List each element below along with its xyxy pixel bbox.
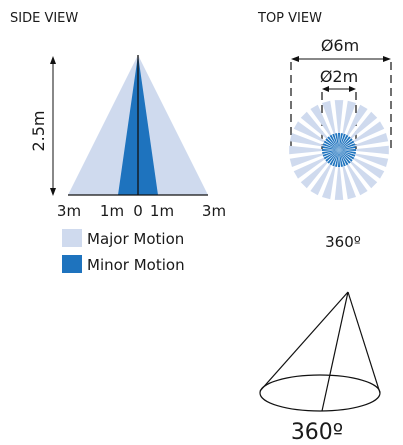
- outer-ray: [300, 160, 329, 189]
- outer-ray: [289, 133, 324, 147]
- outer-ray: [346, 104, 368, 137]
- inner-ray: [339, 146, 356, 150]
- inner-ray: [327, 150, 339, 164]
- top-view-angle-label: 360º: [325, 233, 361, 251]
- cone-right-edge: [347, 291, 381, 394]
- inner-ray: [339, 136, 351, 150]
- inner-ray: [323, 150, 339, 160]
- inner-ray: [339, 150, 351, 164]
- legend-label-minor: Minor Motion: [87, 256, 185, 274]
- inner-ray: [339, 150, 353, 162]
- inner-detection-rays: [322, 133, 356, 167]
- outer-ray: [346, 163, 368, 196]
- outer-diameter-label: Ø6m: [321, 36, 359, 55]
- cone-diagram: [259, 291, 381, 412]
- legend-label-major: Major Motion: [87, 230, 184, 248]
- tick-label-left-1m: 1m: [100, 202, 124, 220]
- outer-ray: [342, 100, 356, 135]
- height-label: 2.5m: [29, 110, 48, 151]
- inner-ray: [339, 134, 349, 150]
- inner-ray: [339, 140, 355, 150]
- inner-ray: [339, 150, 356, 157]
- inner-ray: [339, 150, 343, 167]
- inner-diameter-label: Ø2m: [320, 67, 358, 86]
- top-view: TOP VIEW Ø6m Ø2m 360º: [257, 11, 392, 251]
- inner-ray: [325, 138, 339, 150]
- outer-ray: [352, 157, 385, 179]
- outer-ray: [354, 145, 389, 155]
- outer-ray: [289, 145, 324, 155]
- inner-ray: [322, 150, 339, 154]
- inner-ray: [339, 150, 346, 167]
- outer-ray: [310, 104, 332, 137]
- outer-ray: [342, 165, 356, 200]
- inner-ray: [325, 150, 339, 162]
- cone-base-ellipse: [259, 374, 381, 412]
- inner-ray: [322, 148, 339, 152]
- inner-ray: [337, 150, 341, 167]
- inner-ray: [329, 134, 339, 150]
- outer-ray: [300, 111, 329, 140]
- cone-center-line: [321, 291, 349, 412]
- inner-ray: [322, 143, 339, 150]
- outer-ray: [349, 111, 378, 140]
- height-dimension-arrow: [50, 56, 56, 196]
- legend-swatch-minor: [62, 255, 82, 273]
- inner-ray: [322, 146, 339, 150]
- outer-ray: [354, 153, 389, 167]
- outer-ray: [334, 165, 344, 200]
- outer-ray: [352, 121, 385, 143]
- inner-ray: [332, 150, 339, 167]
- outer-ray: [334, 100, 344, 135]
- cone-angle-label: 360º: [291, 420, 343, 445]
- inner-ray: [339, 138, 353, 150]
- outer-ray: [310, 163, 332, 196]
- inner-ray: [339, 150, 355, 160]
- outer-ray: [349, 160, 378, 189]
- inner-diameter-arrow: [322, 86, 356, 92]
- inner-ray: [339, 143, 356, 150]
- outer-ray: [289, 153, 324, 167]
- tick-label-right-3m: 3m: [202, 202, 226, 220]
- outer-ray: [322, 165, 336, 200]
- inner-ray: [339, 150, 349, 166]
- side-view-title: SIDE VIEW: [10, 11, 78, 26]
- tick-label-left-3m: 3m: [57, 202, 81, 220]
- tick-label-zero: 0: [133, 202, 143, 220]
- outer-ray: [354, 133, 389, 147]
- inner-ray: [322, 150, 339, 157]
- inner-ray: [339, 133, 346, 150]
- legend-swatch-major: [62, 229, 82, 247]
- inner-ray: [339, 150, 356, 154]
- inner-ray: [323, 140, 339, 150]
- inner-ray: [335, 150, 339, 167]
- outer-diameter-arrow: [291, 56, 391, 62]
- legend: Major Motion Minor Motion: [62, 229, 185, 274]
- inner-ray: [339, 133, 343, 150]
- inner-ray: [329, 150, 339, 166]
- outer-ray: [293, 157, 326, 179]
- inner-ray: [339, 148, 356, 152]
- top-view-title: TOP VIEW: [257, 11, 322, 26]
- outer-ray: [322, 100, 336, 135]
- inner-ray: [327, 136, 339, 150]
- inner-ray: [332, 133, 339, 150]
- inner-ray: [337, 133, 341, 150]
- tick-label-right-1m: 1m: [150, 202, 174, 220]
- outer-detection-rays: [289, 100, 389, 200]
- cone-left-edge: [259, 291, 349, 392]
- outer-ray: [293, 121, 326, 143]
- side-view: SIDE VIEW 2.5m 3m 1m 0 1m 3m: [10, 11, 226, 220]
- inner-ray: [335, 133, 339, 150]
